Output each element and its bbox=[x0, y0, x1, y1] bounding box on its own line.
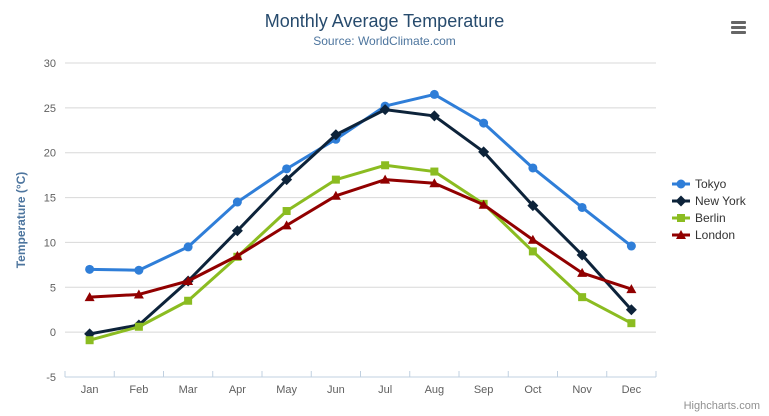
data-point-berlin[interactable] bbox=[627, 319, 636, 328]
data-point-new-york[interactable] bbox=[625, 304, 637, 316]
legend-marker-new-york bbox=[675, 195, 687, 206]
legend-item-berlin[interactable]: Berlin bbox=[672, 209, 746, 226]
data-point-london[interactable] bbox=[429, 178, 440, 188]
data-point-tokyo[interactable] bbox=[429, 89, 439, 99]
data-point-tokyo[interactable] bbox=[134, 265, 144, 275]
x-axis-label: Apr bbox=[229, 384, 246, 396]
data-point-new-york[interactable] bbox=[281, 174, 293, 186]
data-point-london[interactable] bbox=[133, 289, 144, 299]
y-axis-label: -5 bbox=[46, 372, 56, 384]
data-point-london[interactable] bbox=[626, 284, 637, 294]
series-line-london bbox=[88, 178, 633, 299]
data-point-berlin[interactable] bbox=[430, 167, 439, 176]
x-axis-label: Sep bbox=[474, 384, 494, 396]
data-point-tokyo[interactable] bbox=[85, 264, 95, 274]
y-axis-label: 10 bbox=[44, 237, 56, 249]
x-axis-label: Jun bbox=[327, 384, 345, 396]
series-line-new-york bbox=[88, 108, 633, 336]
x-axis-label: Jan bbox=[81, 384, 99, 396]
chart-subtitle: Source: WorldClimate.com bbox=[313, 34, 456, 48]
y-axis-label: 15 bbox=[44, 193, 56, 205]
data-point-berlin[interactable] bbox=[282, 207, 291, 216]
x-axis-label: Oct bbox=[524, 384, 541, 396]
data-point-new-york[interactable] bbox=[576, 249, 588, 261]
y-axis-label: 25 bbox=[44, 103, 56, 115]
data-point-london[interactable] bbox=[380, 174, 391, 184]
x-axis-label: Jul bbox=[378, 384, 392, 396]
data-point-london[interactable] bbox=[577, 267, 588, 277]
legend-item-new-york[interactable]: New York bbox=[672, 192, 746, 209]
y-axis-title: Temperature (°C) bbox=[14, 171, 28, 269]
legend-item-tokyo[interactable]: Tokyo bbox=[672, 175, 746, 192]
x-axis-label: Dec bbox=[622, 384, 642, 396]
data-point-london[interactable] bbox=[330, 190, 341, 200]
data-point-london[interactable] bbox=[183, 276, 194, 286]
x-axis-label: Mar bbox=[179, 384, 198, 396]
legend-square-icon bbox=[672, 213, 690, 222]
data-point-london[interactable] bbox=[527, 234, 538, 244]
data-point-new-york[interactable] bbox=[379, 104, 391, 116]
data-point-new-york[interactable] bbox=[231, 225, 243, 237]
data-point-berlin[interactable] bbox=[85, 336, 94, 345]
data-point-berlin[interactable] bbox=[331, 175, 340, 184]
legend-circle-icon bbox=[672, 179, 690, 188]
data-point-berlin[interactable] bbox=[578, 293, 587, 302]
data-point-new-york[interactable] bbox=[478, 146, 490, 158]
data-point-tokyo[interactable] bbox=[232, 197, 242, 207]
data-point-berlin[interactable] bbox=[381, 161, 390, 170]
y-axis-label: 20 bbox=[44, 148, 56, 160]
credits-link[interactable]: Highcharts.com bbox=[683, 400, 760, 412]
data-point-tokyo[interactable] bbox=[282, 164, 292, 174]
data-point-berlin[interactable] bbox=[184, 296, 193, 305]
y-axis-label: 5 bbox=[50, 282, 56, 294]
legend: Tokyo New York Berlin London bbox=[672, 175, 746, 243]
series-line-berlin bbox=[88, 163, 633, 342]
x-axis-label: Nov bbox=[572, 384, 592, 396]
export-menu-button[interactable] bbox=[731, 19, 748, 36]
chart-title: Monthly Average Temperature bbox=[264, 11, 505, 31]
hamburger-icon bbox=[731, 21, 748, 34]
data-point-tokyo[interactable] bbox=[577, 202, 587, 212]
data-point-berlin[interactable] bbox=[134, 322, 143, 331]
legend-item-london[interactable]: London bbox=[672, 226, 746, 243]
data-point-london[interactable] bbox=[232, 250, 243, 260]
legend-label: New York bbox=[695, 193, 746, 208]
legend-label: Berlin bbox=[695, 210, 726, 225]
x-axis-label: Aug bbox=[425, 384, 445, 396]
data-point-tokyo[interactable] bbox=[528, 163, 538, 173]
data-point-london[interactable] bbox=[478, 199, 489, 209]
data-point-tokyo[interactable] bbox=[626, 241, 636, 251]
legend-label: London bbox=[695, 227, 736, 242]
legend-diamond-icon bbox=[672, 195, 690, 206]
series-new-york bbox=[84, 104, 637, 340]
hamburger-bar bbox=[731, 31, 746, 34]
data-point-new-york[interactable] bbox=[428, 110, 440, 122]
data-point-new-york[interactable] bbox=[330, 129, 342, 141]
data-point-london[interactable] bbox=[281, 220, 292, 230]
data-point-berlin[interactable] bbox=[528, 247, 537, 256]
series-london bbox=[84, 174, 637, 302]
hamburger-bar bbox=[731, 21, 746, 24]
x-axis-label: Feb bbox=[129, 384, 148, 396]
data-point-tokyo[interactable] bbox=[183, 242, 193, 252]
x-axis-label: May bbox=[276, 384, 297, 396]
legend-triangle-icon bbox=[672, 229, 690, 239]
y-axis-label: 0 bbox=[50, 327, 56, 339]
y-axis-label: 30 bbox=[44, 58, 56, 70]
legend-label: Tokyo bbox=[695, 176, 727, 191]
data-point-new-york[interactable] bbox=[527, 200, 539, 212]
legend-marker-berlin bbox=[677, 213, 685, 222]
data-point-tokyo[interactable] bbox=[479, 118, 489, 128]
legend-marker-tokyo bbox=[676, 179, 686, 188]
legend-marker-london bbox=[676, 229, 686, 239]
hamburger-bar bbox=[731, 26, 746, 29]
data-point-london[interactable] bbox=[84, 292, 95, 302]
series-tokyo bbox=[85, 89, 636, 275]
